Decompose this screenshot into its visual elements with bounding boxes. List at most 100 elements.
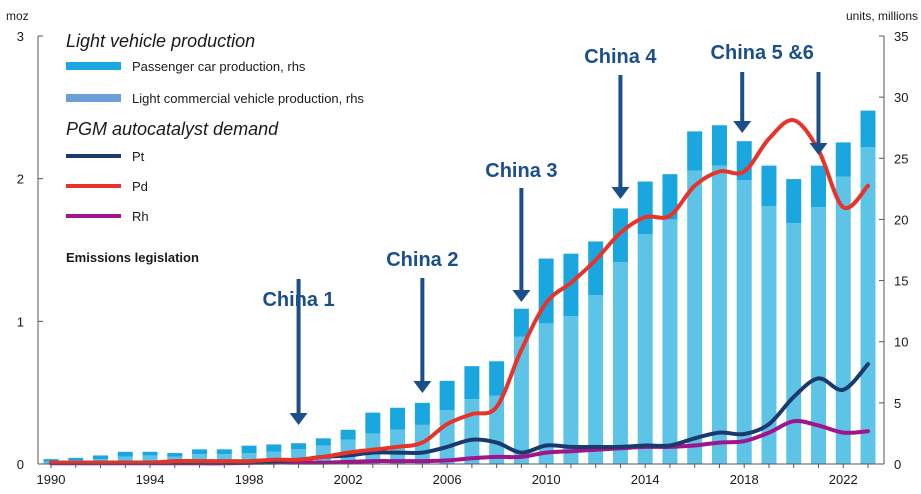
bar-lcv-2015: [662, 174, 678, 220]
legend-lcv-label: Light commercial vehicle production, rhs: [132, 91, 364, 106]
bar-passenger-2011: [563, 316, 579, 464]
left-tick-label: 3: [17, 29, 24, 44]
bar-lcv-1994: [142, 451, 158, 456]
bar-passenger-1993: [117, 456, 133, 464]
bar-passenger-2009: [513, 336, 529, 464]
bar-lcv-2002: [340, 429, 356, 440]
bar-passenger-2017: [711, 165, 727, 464]
bar-passenger-1998: [241, 452, 257, 464]
bar-lcv-2005: [414, 402, 430, 425]
bar-passenger-2020: [786, 223, 802, 464]
right-tick-label: 30: [894, 90, 908, 105]
bar-lcv-2004: [390, 407, 406, 430]
annotation-label: China 4: [584, 46, 657, 68]
bar-lcv-2020: [786, 179, 802, 224]
bar-lcv-2012: [588, 241, 604, 296]
bar-passenger-2021: [810, 207, 826, 464]
bar-lcv-2017: [711, 125, 727, 166]
bar-lcv-2001: [315, 438, 331, 446]
left-tick-label: 1: [17, 314, 24, 329]
legend-pgm-heading: PGM autocatalyst demand: [66, 119, 279, 139]
bar-lcv-2003: [365, 412, 381, 434]
legend-pd-label: Pd: [132, 179, 148, 194]
annotation-arrow-head: [289, 413, 308, 425]
bar-passenger-2013: [612, 262, 628, 464]
bar-lcv-2007: [464, 366, 480, 400]
line-pd: [49, 118, 870, 465]
bar-passenger-1994: [142, 455, 158, 464]
legend: Light vehicle production Passenger car p…: [66, 31, 364, 265]
bar-lcv-1997: [216, 449, 232, 455]
bar-passenger-2023: [860, 147, 876, 464]
right-tick-label: 25: [894, 151, 908, 166]
x-tick-label: 2022: [829, 472, 858, 487]
bar-passenger-2006: [439, 410, 455, 464]
right-tick-label: 35: [894, 29, 908, 44]
right-tick-label: 5: [894, 396, 901, 411]
bar-lcv-1998: [241, 445, 257, 453]
right-tick-label: 0: [894, 457, 901, 472]
bar-passenger-2019: [761, 205, 777, 464]
legend-lcv-swatch: [66, 94, 121, 102]
annotation-arrow-head: [809, 143, 828, 155]
bar-passenger-2018: [736, 180, 752, 464]
bar-lcv-1990: [43, 459, 59, 462]
x-tick-label: 2002: [334, 472, 363, 487]
bar-lcv-1999: [266, 444, 282, 452]
legend-rh-label: Rh: [132, 209, 149, 224]
annotation-label: China 5 &6: [711, 42, 814, 64]
x-tick-label: 1998: [235, 472, 264, 487]
annotation-arrow-head: [413, 381, 432, 393]
bar-lcv-2019: [761, 165, 777, 206]
x-tick-label: 2006: [433, 472, 462, 487]
bar-passenger-2022: [835, 176, 851, 464]
bar-passenger-2012: [588, 295, 604, 464]
annotation-label: China 2: [386, 249, 458, 271]
x-tick-label: 2014: [631, 472, 660, 487]
bar-lcv-2006: [439, 380, 455, 411]
bar-lcv-2009: [513, 308, 529, 337]
bar-passenger-2014: [637, 234, 653, 464]
bar-lcv-1992: [93, 455, 109, 460]
left-tick-label: 0: [17, 457, 24, 472]
legend-vehicle-heading: Light vehicle production: [66, 31, 255, 51]
right-tick-label: 20: [894, 212, 908, 227]
bar-lcv-2008: [489, 361, 505, 396]
line-group: [49, 118, 870, 466]
bar-group: [43, 110, 876, 464]
right-axis-unit: units, millions: [846, 9, 918, 23]
bar-lcv-1995: [167, 452, 183, 457]
right-tick-label: 10: [894, 335, 908, 350]
x-tick-label: 2018: [730, 472, 759, 487]
bar-lcv-2016: [687, 131, 703, 171]
bar-lcv-2000: [291, 443, 307, 450]
legend-passenger-swatch: [66, 62, 121, 70]
legend-pt-label: Pt: [132, 149, 145, 164]
x-tick-label: 1990: [37, 472, 66, 487]
left-axis-unit: moz: [6, 9, 29, 23]
annotation-label: China 3: [485, 160, 557, 182]
bar-passenger-2010: [538, 323, 554, 464]
legend-passenger-label: Passenger car production, rhs: [132, 59, 306, 74]
x-tick-label: 1994: [136, 472, 165, 487]
annotation-arrow-head: [733, 121, 752, 133]
x-tick-label: 2010: [532, 472, 561, 487]
bar-passenger-2007: [464, 399, 480, 464]
bar-passenger-2016: [687, 170, 703, 464]
bar-lcv-1991: [68, 457, 84, 461]
legend-emissions-label: Emissions legislation: [66, 250, 199, 265]
bar-lcv-1993: [117, 451, 133, 457]
bar-passenger-2015: [662, 219, 678, 464]
left-tick-label: 2: [17, 172, 24, 187]
bar-lcv-2021: [810, 165, 826, 208]
bar-lcv-2014: [637, 181, 653, 235]
bar-lcv-2022: [835, 142, 851, 177]
bar-lcv-1996: [192, 449, 208, 455]
bar-lcv-2023: [860, 110, 876, 148]
right-tick-label: 15: [894, 274, 908, 289]
annotation-arrow-head: [512, 290, 531, 302]
annotation-arrow-head: [611, 187, 630, 199]
